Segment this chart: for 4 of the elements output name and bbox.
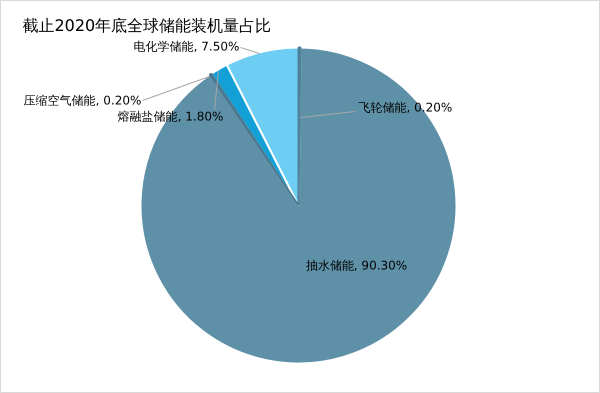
slice-label: 电化学储能, 7.50% xyxy=(134,40,240,54)
chart-title: 截止2020年底全球储能装机量占比 xyxy=(22,16,272,35)
slice-label: 压缩空气储能, 0.20% xyxy=(24,94,142,108)
slice-label: 抽水储能, 90.30% xyxy=(306,258,408,272)
